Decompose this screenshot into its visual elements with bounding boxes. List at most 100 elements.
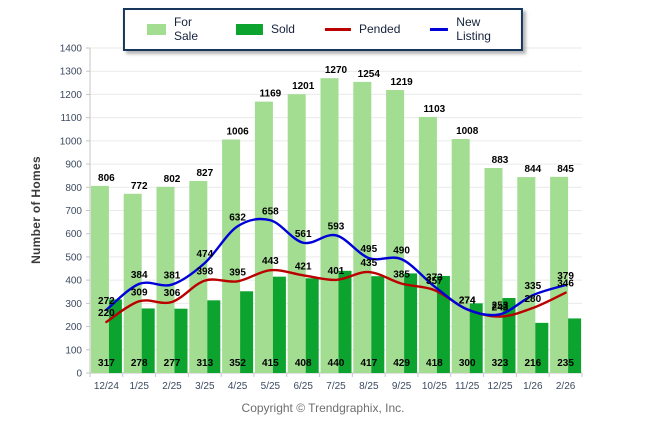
label-sold: 408 — [295, 358, 312, 369]
x-tick-label: 12/24 — [94, 381, 119, 392]
label-for-sale: 844 — [524, 164, 541, 175]
legend-label: Sold — [270, 22, 295, 36]
label-new-listing: 632 — [229, 212, 246, 223]
y-tick-label: 1400 — [60, 44, 83, 55]
label-for-sale: 1169 — [260, 89, 282, 100]
x-tick-label: 9/25 — [392, 381, 412, 392]
label-for-sale: 1103 — [424, 104, 446, 115]
bar-for-sale — [386, 90, 405, 374]
swatch-icon-for-sale — [146, 23, 166, 35]
y-tick-label: 400 — [65, 276, 82, 287]
bar-for-sale — [222, 139, 241, 373]
y-tick-label: 0 — [76, 369, 82, 380]
bar-for-sale — [254, 101, 273, 373]
x-tick-label: 1/26 — [523, 381, 543, 392]
bar-sold — [436, 275, 450, 373]
x-tick-label: 4/25 — [228, 381, 248, 392]
label-pended: 398 — [196, 267, 213, 278]
bar-for-sale — [156, 186, 175, 373]
label-sold: 429 — [393, 358, 410, 369]
y-tick-label: 200 — [65, 322, 82, 333]
legend-label: For Sale — [173, 15, 199, 43]
label-new-listing: 274 — [459, 295, 476, 306]
y-tick-label: 1200 — [60, 90, 83, 101]
label-new-listing: 381 — [164, 271, 181, 282]
y-tick-label: 1000 — [60, 136, 83, 147]
label-for-sale: 1219 — [390, 77, 413, 88]
label-pended: 243 — [492, 303, 509, 314]
legend-item-sold: Sold — [235, 22, 295, 36]
label-for-sale: 845 — [557, 164, 574, 175]
label-sold: 278 — [131, 358, 148, 369]
x-tick-label: 2/26 — [556, 381, 576, 392]
bar-for-sale — [287, 94, 306, 374]
label-pended: 443 — [262, 256, 279, 267]
label-pended: 435 — [360, 258, 377, 269]
bar-sold — [469, 303, 483, 373]
label-sold: 418 — [426, 358, 443, 369]
bar-sold — [404, 273, 418, 373]
swatch-icon-sold — [235, 23, 263, 35]
bar-for-sale — [123, 193, 142, 373]
label-pended: 306 — [164, 288, 181, 299]
legend-item-new-listing: New Listing — [430, 15, 499, 43]
label-pended: 385 — [393, 270, 410, 281]
legend-item-for-sale: For Sale — [146, 15, 206, 43]
y-tick-label: 300 — [65, 299, 82, 310]
bar-sold — [305, 278, 319, 373]
x-tick-label: 3/25 — [195, 381, 215, 392]
label-for-sale: 1270 — [325, 65, 348, 76]
label-new-listing: 474 — [196, 249, 213, 260]
x-tick-label: 12/25 — [487, 381, 512, 392]
label-sold: 352 — [229, 358, 246, 369]
label-pended: 401 — [328, 266, 345, 277]
label-new-listing: 561 — [295, 229, 312, 240]
x-tick-label: 10/25 — [422, 381, 447, 392]
y-tick-label: 600 — [65, 229, 82, 240]
label-sold: 313 — [196, 358, 213, 369]
x-tick-label: 8/25 — [359, 381, 379, 392]
label-sold: 277 — [164, 358, 181, 369]
bar-for-sale — [484, 168, 503, 373]
bar-for-sale — [550, 176, 569, 373]
bar-for-sale — [320, 78, 339, 373]
label-for-sale: 772 — [131, 181, 148, 192]
label-pended: 220 — [98, 308, 115, 319]
line-icon-pended — [324, 27, 351, 31]
y-tick-label: 100 — [65, 345, 82, 356]
label-sold: 300 — [459, 358, 476, 369]
y-tick-label: 1300 — [60, 67, 83, 78]
legend-item-pended: Pended — [324, 22, 401, 36]
label-for-sale: 883 — [492, 155, 509, 166]
label-pended: 395 — [229, 267, 246, 278]
label-sold: 323 — [492, 358, 509, 369]
label-new-listing: 253 — [492, 300, 509, 311]
label-pended: 280 — [524, 294, 541, 305]
label-sold: 417 — [360, 358, 377, 369]
label-new-listing: 495 — [360, 244, 377, 255]
chart-legend: For Sale Sold Pended New Listing — [122, 8, 524, 51]
label-new-listing: 593 — [328, 221, 345, 232]
line-new-listing — [105, 217, 567, 317]
label-pended: 357 — [426, 276, 443, 287]
x-tick-label: 7/25 — [326, 381, 346, 392]
label-pended: 346 — [557, 279, 574, 290]
copyright-text: Copyright © Trendgraphix, Inc. — [241, 401, 405, 415]
bar-for-sale — [451, 139, 470, 373]
label-new-listing: 379 — [557, 271, 574, 282]
label-new-listing: 384 — [131, 270, 148, 281]
label-sold: 235 — [557, 358, 574, 369]
bar-sold — [240, 291, 254, 373]
label-for-sale: 806 — [98, 173, 115, 184]
label-for-sale: 1006 — [226, 126, 249, 137]
label-pended: 421 — [295, 261, 312, 272]
label-for-sale: 802 — [164, 174, 181, 185]
legend-label: New Listing — [456, 15, 491, 43]
label-for-sale: 1201 — [292, 81, 315, 92]
bar-sold — [174, 308, 188, 373]
label-sold: 317 — [98, 358, 115, 369]
legend-label: Pended — [358, 22, 401, 36]
label-pended: 274 — [459, 295, 476, 306]
